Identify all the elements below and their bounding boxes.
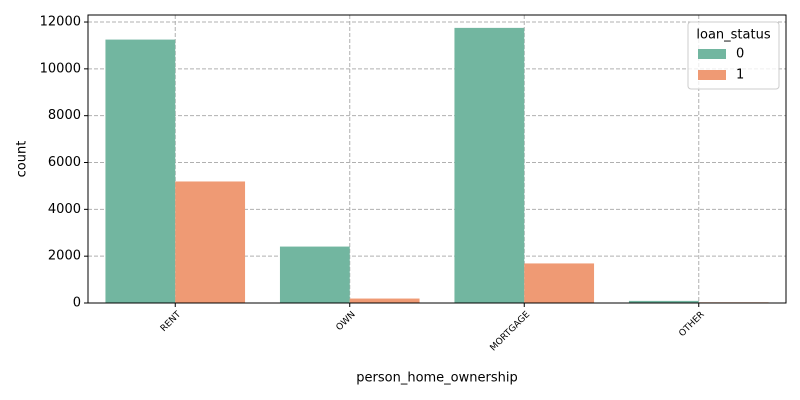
y-tick-label: 2000 [48,249,81,264]
y-tick-label: 4000 [48,202,81,217]
legend-swatch [698,49,726,59]
legend-swatch [698,70,726,80]
y-tick-label: 10000 [40,61,81,76]
bar [349,298,420,303]
bar [454,27,525,303]
bar [628,300,699,303]
legend-title: loan_status [696,28,770,43]
bar [279,246,350,303]
x-tick-label: RENT [159,309,184,334]
y-tick-label: 6000 [48,155,81,170]
y-tick-label: 8000 [48,108,81,123]
bar [524,263,595,303]
bar [175,181,246,303]
y-axis-label: count [15,141,30,178]
legend-label: 0 [736,47,744,62]
y-tick-label: 12000 [40,15,81,30]
x-tick-label: OWN [335,310,358,333]
bar [105,39,176,304]
x-tick-label: OTHER [677,310,706,339]
legend-label: 1 [736,68,744,83]
x-tick-label: MORTGAGE [489,310,533,354]
x-axis-label: person_home_ownership [356,371,517,386]
plot-frame [87,14,787,304]
y-tick-label: 0 [73,296,81,311]
